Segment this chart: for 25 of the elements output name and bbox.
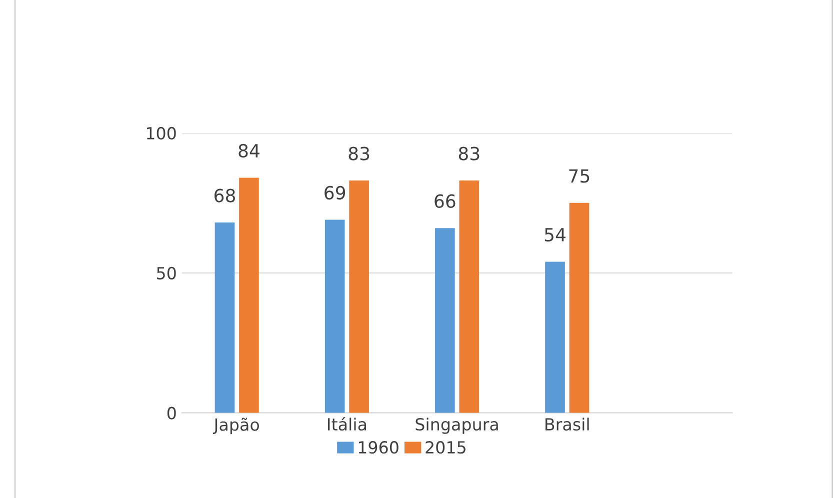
data-label: 66 [434, 194, 456, 208]
bar [435, 228, 455, 413]
bar [324, 220, 345, 413]
bar [545, 262, 565, 413]
data-label: 83 [458, 146, 480, 160]
data-label: 68 [214, 188, 235, 202]
x-tick-label: Itália [328, 417, 366, 431]
data-label: 54 [544, 228, 566, 242]
data-label: 83 [348, 146, 370, 160]
bar [239, 178, 259, 413]
x-tick-label: Singapura [416, 418, 498, 434]
y-tick-label: 50 [157, 266, 176, 280]
y-tick-label: 100 [146, 126, 176, 140]
legend-label: 1960 [358, 441, 398, 454]
y-tick-label: 0 [167, 406, 176, 420]
bar [569, 202, 590, 413]
bar [349, 180, 369, 413]
data-label: 75 [569, 169, 590, 183]
bar [459, 180, 480, 413]
data-label: 69 [324, 186, 346, 200]
legend-label: 2015 [426, 441, 466, 454]
data-label: 84 [238, 144, 260, 158]
bar [214, 222, 235, 413]
x-tick-label: Japão [212, 418, 259, 434]
x-tick-label: Brasil [546, 418, 589, 431]
